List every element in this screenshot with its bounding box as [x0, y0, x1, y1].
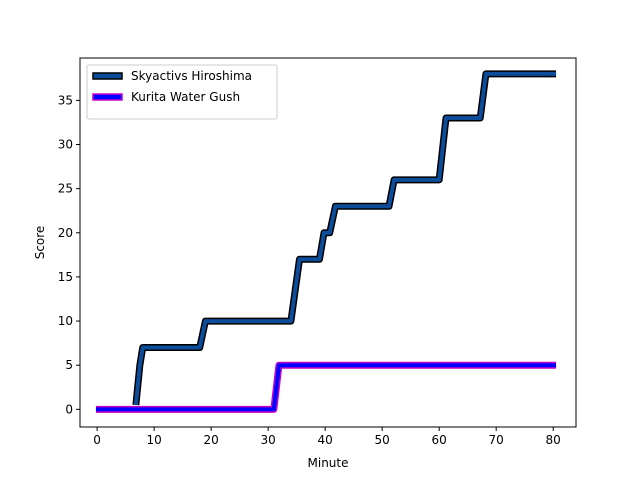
y-tick-label: 25: [58, 182, 73, 196]
x-tick-label: 40: [318, 433, 333, 447]
legend-item: Skyactivs Hiroshima: [92, 69, 252, 83]
x-axis-label: Minute: [308, 456, 349, 470]
y-tick-label: 5: [65, 358, 73, 372]
series-2: [95, 361, 557, 413]
x-tick-label: 60: [432, 433, 447, 447]
x-tick-label: 50: [375, 433, 390, 447]
legend-swatch: [92, 93, 123, 101]
y-axis: 0 5 10 15 20 25 30 35: [58, 93, 80, 416]
legend-box: [86, 64, 278, 120]
y-tick-label: 30: [58, 138, 73, 152]
series-layer: [95, 70, 557, 413]
y-tick-label: 35: [58, 93, 73, 107]
legend-items: Skyactivs Hiroshima Kurita Water Gush: [92, 69, 252, 104]
y-tick-label: 10: [58, 314, 73, 328]
x-tick-label: 30: [260, 433, 275, 447]
y-tick-label: 0: [65, 402, 73, 416]
legend-swatch: [92, 72, 123, 80]
series-1: [132, 70, 557, 406]
legend-label: Skyactivs Hiroshima: [131, 69, 252, 83]
x-tick-label: 0: [93, 433, 101, 447]
legend: Skyactivs Hiroshima Kurita Water Gush: [86, 64, 278, 120]
y-tick-label: 15: [58, 270, 73, 284]
x-tick-label: 80: [546, 433, 561, 447]
series-line: [95, 363, 557, 412]
series-line: [133, 71, 557, 406]
legend-label: Kurita Water Gush: [131, 90, 240, 104]
x-tick-label: 70: [489, 433, 504, 447]
x-tick-label: 20: [203, 433, 218, 447]
plot-frame: [79, 57, 577, 428]
x-axis: 0 10 20 30 40 50 60 70 80: [93, 427, 561, 447]
x-tick-label: 10: [146, 433, 161, 447]
legend-item: Kurita Water Gush: [92, 90, 240, 104]
y-axis-label: Score: [33, 226, 47, 260]
y-tick-label: 20: [58, 226, 73, 240]
